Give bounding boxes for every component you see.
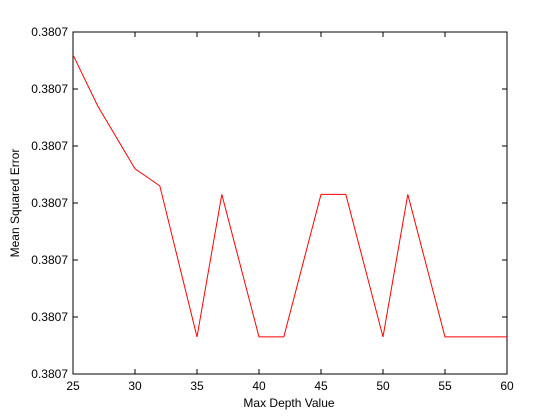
x-tick-label: 30 (128, 379, 142, 393)
y-tick-label: 0.3807 (31, 82, 68, 96)
series-layer (72, 54, 507, 338)
x-tick-label: 40 (252, 379, 266, 393)
x-tick-label: 55 (438, 379, 452, 393)
x-tick-label: 45 (314, 379, 328, 393)
x-axis-ticks: 25 30 35 40 45 50 55 60 (66, 32, 514, 393)
y-tick-label: 0.3807 (31, 253, 68, 267)
plot-area (72, 31, 508, 375)
series-line (72, 54, 507, 338)
y-tick-label: 0.3807 (31, 310, 68, 324)
x-tick-label: 35 (190, 379, 204, 393)
x-tick-label: 60 (500, 379, 514, 393)
y-tick-label: 0.3807 (31, 367, 68, 381)
y-axis-ticks: 0.3807 0.3807 0.3807 0.3807 0.3807 0.3807 0.38… (31, 25, 507, 381)
x-axis-label: Max Depth Value (243, 396, 334, 410)
plot-frame (72, 31, 508, 375)
y-tick-label: 0.3807 (31, 25, 68, 39)
x-tick-label: 50 (376, 379, 390, 393)
y-tick-label: 0.3807 (31, 196, 68, 210)
y-axis-label: Mean Squared Error (8, 149, 22, 258)
y-tick-label: 0.3807 (31, 139, 68, 153)
x-tick-label: 25 (66, 379, 80, 393)
